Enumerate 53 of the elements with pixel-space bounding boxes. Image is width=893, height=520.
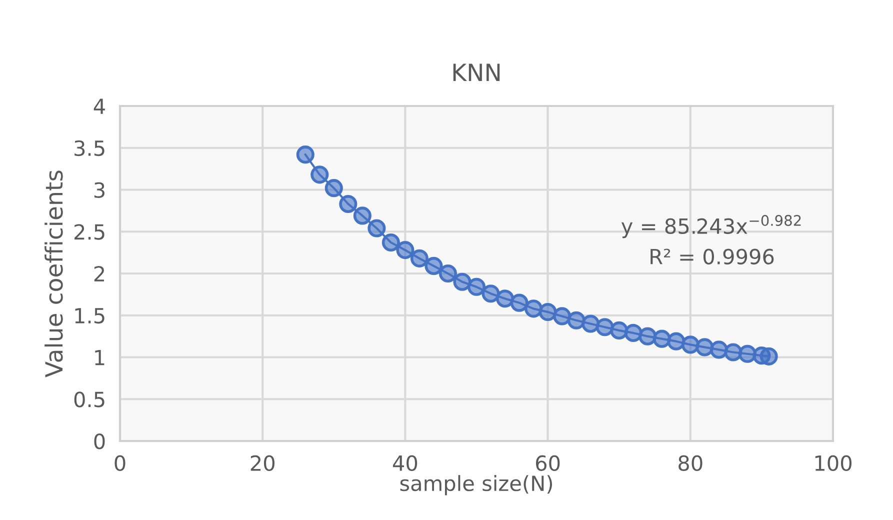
x-tick-label: 100 xyxy=(815,455,852,472)
y-tick-label: 4 xyxy=(94,98,105,114)
y-tick-label: 3 xyxy=(94,182,104,198)
point xyxy=(738,344,756,363)
point xyxy=(681,336,700,354)
y-tick-label: 3.5 xyxy=(74,140,104,156)
point xyxy=(467,278,486,296)
point xyxy=(638,327,657,346)
point xyxy=(667,332,686,350)
point xyxy=(324,179,343,198)
annotation: y = 85.243x$^{−0.982}$ xyxy=(621,214,801,238)
point xyxy=(353,206,372,225)
point xyxy=(696,338,714,356)
point xyxy=(724,343,742,362)
point xyxy=(538,302,557,322)
point xyxy=(382,233,400,252)
point xyxy=(596,318,614,336)
point xyxy=(524,300,543,318)
point xyxy=(368,219,386,238)
point xyxy=(310,166,329,184)
point xyxy=(567,311,586,330)
x-tick-label: 20 xyxy=(250,455,274,472)
point xyxy=(424,256,443,275)
point xyxy=(496,290,514,308)
point xyxy=(624,324,642,342)
y-tick-label: 1 xyxy=(95,350,104,366)
point xyxy=(339,194,358,214)
y-axis-title: Value coefficients xyxy=(44,170,63,378)
x-tick-label: 40 xyxy=(392,455,418,472)
y-tick-label: 0 xyxy=(94,433,105,450)
point xyxy=(438,264,458,283)
point xyxy=(710,340,728,359)
point xyxy=(482,284,500,303)
chart-title: KNN xyxy=(453,64,500,81)
y-tick-label: 2 xyxy=(94,266,104,282)
point xyxy=(453,272,472,291)
point xyxy=(652,330,671,348)
point xyxy=(610,321,628,340)
y-tick-label: 1.5 xyxy=(75,308,104,324)
x-tick-label: 80 xyxy=(678,455,702,472)
point xyxy=(510,294,528,312)
point xyxy=(760,347,778,366)
x-axis-title: sample size(N) xyxy=(400,475,552,496)
point xyxy=(396,241,414,260)
y-tick-label: 0.5 xyxy=(74,392,104,408)
point xyxy=(582,314,600,333)
x-tick-label: 60 xyxy=(536,455,560,472)
annotation: R² = 0.9996 xyxy=(650,248,774,264)
point xyxy=(410,249,428,268)
x-tick-label: 0 xyxy=(114,455,126,472)
point xyxy=(296,146,314,164)
y-tick-label: 2.5 xyxy=(74,224,104,240)
point xyxy=(553,307,572,326)
